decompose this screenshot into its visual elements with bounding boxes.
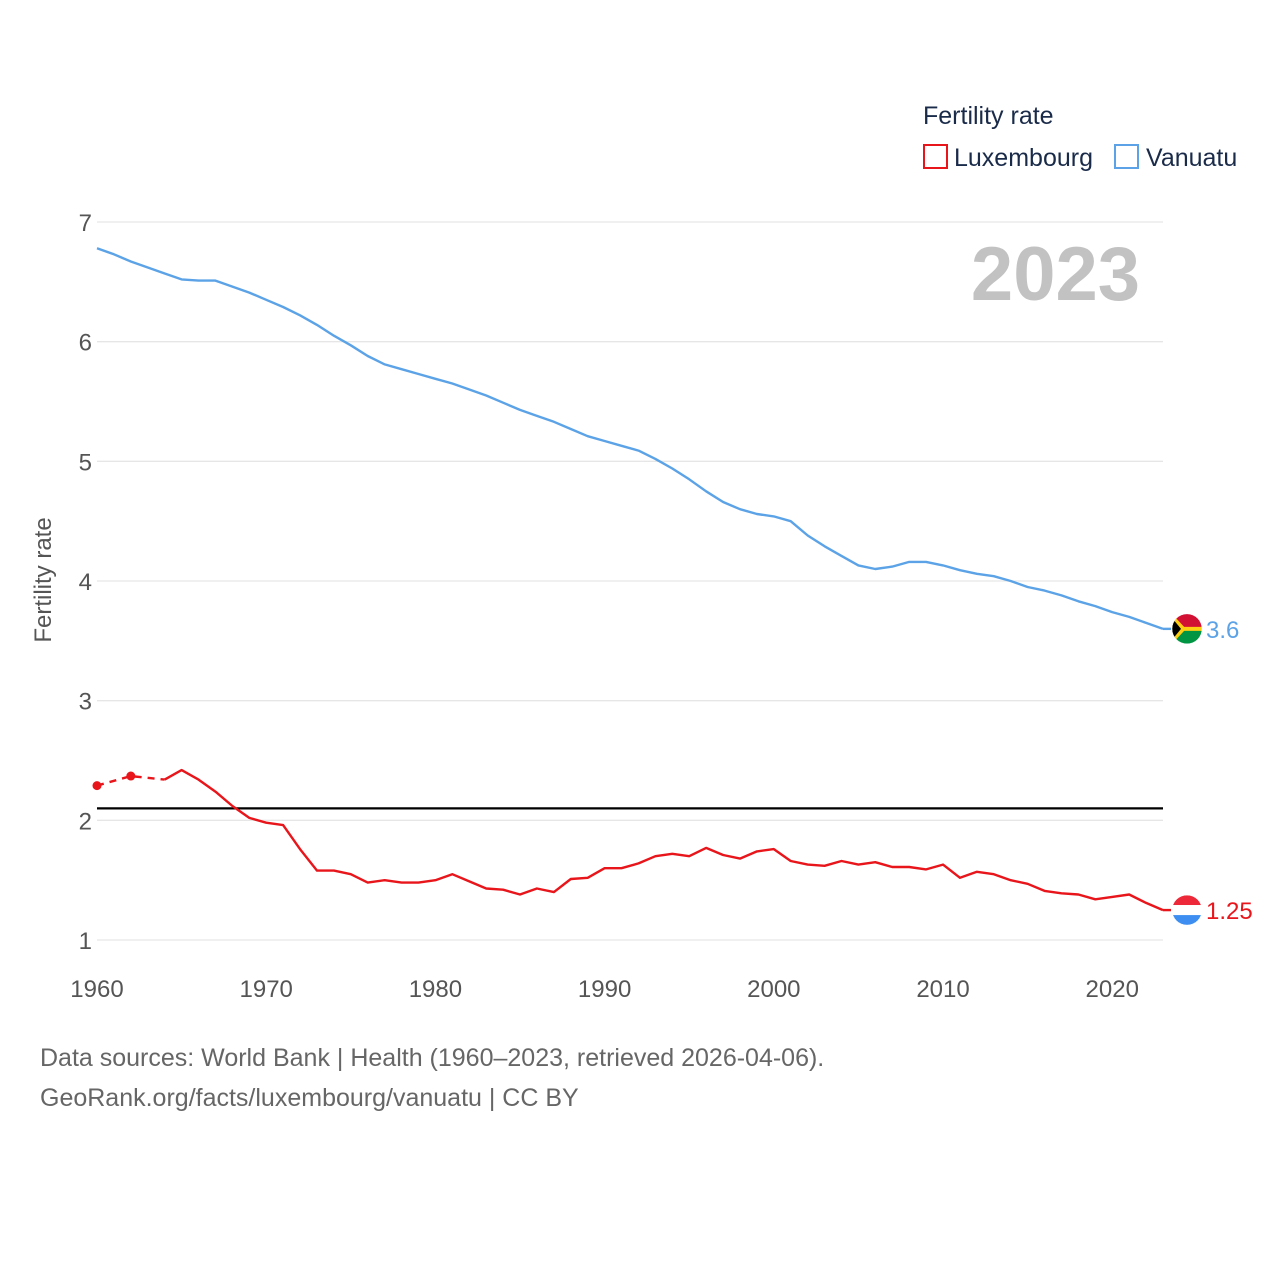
series-line-luxembourg xyxy=(164,768,1164,912)
series-line-luxembourg-estimated xyxy=(96,774,165,787)
y-tick-label-3: 3 xyxy=(79,689,92,716)
legend-title: Fertility rate xyxy=(923,102,1054,130)
x-tick-label-1980: 1980 xyxy=(409,976,462,1003)
year-display: 2023 xyxy=(971,232,1140,317)
y-tick-label-7: 7 xyxy=(79,210,92,237)
legend-label-vanuatu[interactable]: Vanuatu xyxy=(1146,144,1237,172)
footer-credit: GeoRank.org/facts/luxembourg/vanuatu | C… xyxy=(40,1084,579,1112)
x-tick-label-2010: 2010 xyxy=(916,976,969,1003)
end-value-label-vanuatu: 3.6 xyxy=(1206,617,1239,644)
y-tick-label-6: 6 xyxy=(79,330,92,357)
x-axis-ticks: 1960 1970 1980 1990 2000 2010 2020 xyxy=(70,976,1139,1003)
data-point-luxembourg-1960 xyxy=(92,781,102,791)
y-axis-label: Fertility rate xyxy=(30,517,57,642)
footer-sources: Data sources: World Bank | Health (1960–… xyxy=(40,1044,825,1072)
legend-swatch-vanuatu[interactable] xyxy=(1114,144,1139,169)
y-tick-label-1: 1 xyxy=(79,928,92,955)
x-tick-label-1990: 1990 xyxy=(578,976,631,1003)
legend-swatch-luxembourg[interactable] xyxy=(923,144,948,169)
luxembourg-flag-icon xyxy=(1172,895,1202,926)
legend-label-luxembourg[interactable]: Luxembourg xyxy=(954,144,1093,172)
grid-lines xyxy=(97,221,1163,941)
end-value-label-luxembourg: 1.25 xyxy=(1206,898,1253,925)
x-tick-label-1960: 1960 xyxy=(70,976,123,1003)
vanuatu-flag-icon xyxy=(1172,613,1202,644)
x-tick-label-2000: 2000 xyxy=(747,976,800,1003)
series-lines xyxy=(92,247,1164,912)
y-axis-ticks: 1 2 3 4 5 6 7 xyxy=(79,210,92,955)
end-markers: 1.25 3.6 xyxy=(1163,613,1253,926)
y-tick-label-5: 5 xyxy=(79,449,92,476)
series-line-vanuatu xyxy=(96,247,1164,631)
x-tick-label-2020: 2020 xyxy=(1086,976,1139,1003)
legend: Fertility rate Luxembourg Vanuatu xyxy=(923,102,1237,172)
data-point-luxembourg-1962 xyxy=(126,771,136,781)
y-tick-label-2: 2 xyxy=(79,808,92,835)
y-tick-label-4: 4 xyxy=(79,569,92,596)
x-tick-label-1970: 1970 xyxy=(240,976,293,1003)
